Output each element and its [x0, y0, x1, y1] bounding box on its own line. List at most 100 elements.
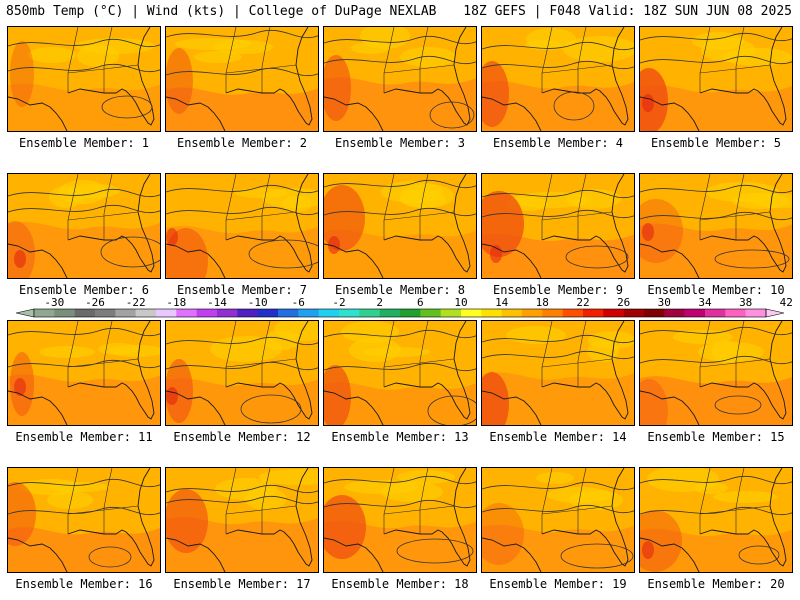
colorbar-swatch [745, 309, 767, 317]
ensemble-member-label: Ensemble Member: 6 [18, 283, 150, 297]
ensemble-member-label: Ensemble Member: 8 [334, 283, 466, 297]
colorbar-swatch [623, 309, 645, 317]
colorbar-tick-label: 10 [454, 296, 467, 309]
colorbar-tick-label: -30 [44, 296, 64, 309]
colorbar-swatch [542, 309, 563, 317]
ensemble-member-map [7, 173, 161, 279]
colorbar-swatch [501, 309, 523, 317]
ensemble-member-map [481, 320, 635, 426]
temperature-colorbar: -30 -26 -22 -18 -14 -10 -6 -2 2 6 10 14 18 22 26 30 34 38… [15, 296, 793, 318]
colorbar-swatch [440, 309, 462, 317]
colorbar-swatch [603, 309, 624, 317]
ensemble-member-label: Ensemble Member: 4 [492, 136, 624, 150]
colorbar-swatch [705, 309, 726, 317]
map-title: 850mb Temp (°C) | Wind (kts) | College o… [6, 4, 437, 19]
colorbar-tick-label: 38 [739, 296, 752, 309]
colorbar-tick-label: -14 [207, 296, 227, 309]
ensemble-member-map [481, 467, 635, 573]
ensemble-member-map [323, 26, 477, 132]
colorbar-swatch [420, 309, 441, 317]
ensemble-member-label: Ensemble Member: 20 [647, 577, 785, 591]
colorbar-tick-label: -22 [126, 296, 146, 309]
ensemble-member-map [639, 467, 793, 573]
ensemble-member-label: Ensemble Member: 1 [18, 136, 150, 150]
ensemble-member-label: Ensemble Member: 3 [334, 136, 466, 150]
ensemble-member-map [639, 26, 793, 132]
colorbar-swatch [684, 309, 706, 317]
colorbar-tick-label: 26 [617, 296, 630, 309]
colorbar-tick-label: 18 [536, 296, 549, 309]
ensemble-member-label: Ensemble Member: 14 [489, 430, 627, 444]
ensemble-member-map [323, 320, 477, 426]
ensemble-member-label: Ensemble Member: 15 [647, 430, 785, 444]
ensemble-member-label: Ensemble Member: 19 [489, 577, 627, 591]
colorbar-tick-label: 30 [658, 296, 671, 309]
ensemble-member-map [323, 467, 477, 573]
colorbar-tick-label: -26 [85, 296, 105, 309]
colorbar-low-arrow [15, 308, 35, 318]
ensemble-member-map [639, 320, 793, 426]
colorbar-swatch [217, 309, 238, 317]
colorbar-swatch [135, 309, 157, 317]
colorbar-swatch [359, 309, 380, 317]
ensemble-member-label: Ensemble Member: 9 [492, 283, 624, 297]
colorbar-tick-label: 34 [698, 296, 712, 309]
ensemble-member-map [165, 467, 319, 573]
colorbar-swatch [34, 309, 55, 317]
colorbar-swatch [725, 309, 746, 317]
colorbar-swatch [379, 309, 401, 317]
ensemble-member-label: Ensemble Member: 11 [15, 430, 153, 444]
ensemble-member-map [165, 173, 319, 279]
colorbar-tick-label: 22 [576, 296, 589, 309]
colorbar-swatch [176, 309, 197, 317]
ensemble-member-map [481, 173, 635, 279]
ensemble-member-label: Ensemble Member: 10 [647, 283, 785, 297]
ensemble-member-map [165, 320, 319, 426]
ensemble-member-label: Ensemble Member: 2 [176, 136, 308, 150]
valid-time: 18Z GEFS | F048 Valid: 18Z SUN JUN 08 20… [463, 4, 792, 19]
ensemble-member-label: Ensemble Member: 12 [173, 430, 311, 444]
colorbar-swatch [156, 309, 177, 317]
colorbar-swatch [54, 309, 75, 317]
colorbar-tick-label: -10 [248, 296, 268, 309]
colorbar-swatch [339, 309, 360, 317]
colorbar-swatch [74, 309, 96, 317]
colorbar-swatch [400, 309, 421, 317]
colorbar-swatch [583, 309, 604, 317]
ensemble-member-map [481, 26, 635, 132]
colorbar-swatch [196, 309, 218, 317]
ensemble-member-map [323, 173, 477, 279]
colorbar-swatch [257, 309, 279, 317]
colorbar-tick-label: -6 [292, 296, 305, 309]
colorbar-tick-label: 14 [495, 296, 509, 309]
ensemble-member-map [7, 320, 161, 426]
ensemble-member-map [165, 26, 319, 132]
colorbar-swatch [644, 309, 665, 317]
colorbar-swatch [664, 309, 685, 317]
ensemble-member-map [7, 467, 161, 573]
colorbar-tick-label: -2 [332, 296, 345, 309]
colorbar-swatch [115, 309, 136, 317]
ensemble-member-map [639, 173, 793, 279]
colorbar-swatch [522, 309, 543, 317]
ensemble-member-map [7, 26, 161, 132]
colorbar-swatch [461, 309, 482, 317]
colorbar-tick-label: 2 [376, 296, 383, 309]
ensemble-member-label: Ensemble Member: 5 [650, 136, 782, 150]
colorbar-high-arrow [765, 308, 785, 318]
ensemble-member-label: Ensemble Member: 7 [176, 283, 308, 297]
ensemble-member-label: Ensemble Member: 13 [331, 430, 469, 444]
colorbar-swatch [278, 309, 299, 317]
colorbar-swatch [237, 309, 258, 317]
ensemble-member-label: Ensemble Member: 17 [173, 577, 311, 591]
ensemble-member-label: Ensemble Member: 18 [331, 577, 469, 591]
colorbar-swatch [562, 309, 584, 317]
colorbar-swatch [95, 309, 116, 317]
ensemble-member-label: Ensemble Member: 16 [15, 577, 153, 591]
colorbar-tick-label: 42 [780, 296, 793, 309]
colorbar-swatch [298, 309, 319, 317]
colorbar-swatch [481, 309, 502, 317]
colorbar-swatch [318, 309, 340, 317]
colorbar-tick-label: 6 [417, 296, 424, 309]
colorbar-tick-label: -18 [166, 296, 186, 309]
